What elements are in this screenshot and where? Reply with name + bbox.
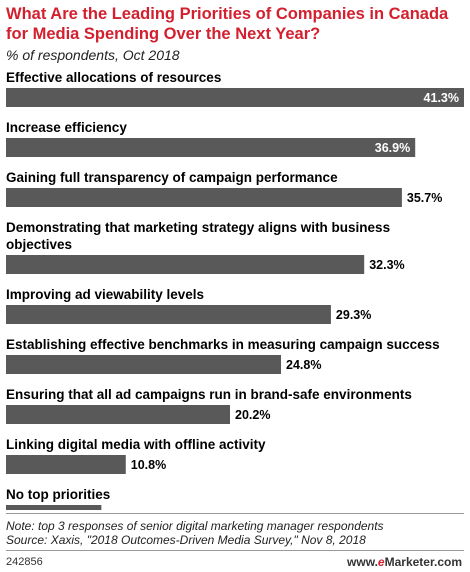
category-label-line: Demonstrating that marketing strategy al… xyxy=(6,220,390,235)
value-label: 24.8% xyxy=(286,358,321,372)
value-label: 10.8% xyxy=(131,458,166,472)
brand-e: e xyxy=(377,555,385,569)
category-label-line: No top priorities xyxy=(6,487,110,502)
category-label-line: Improving ad viewability levels xyxy=(6,287,204,302)
bar xyxy=(6,138,416,157)
notes-divider xyxy=(6,513,464,514)
bar xyxy=(6,305,331,324)
category-label-line: Establishing effective benchmarks in mea… xyxy=(6,337,440,352)
bar xyxy=(6,188,402,207)
value-label: 32.3% xyxy=(369,258,404,272)
chart-subtitle: % of respondents, Oct 2018 xyxy=(6,47,180,63)
value-label: 35.7% xyxy=(407,191,442,205)
category-label-line: Linking digital media with offline activ… xyxy=(6,437,266,452)
bar xyxy=(6,405,231,424)
chart-id: 242856 xyxy=(6,556,43,568)
value-label: 36.9% xyxy=(375,141,410,155)
value-label: 41.3% xyxy=(424,91,459,105)
bar xyxy=(6,255,365,274)
category-label: Demonstrating that marketing strategy al… xyxy=(6,220,390,252)
category-label-line: Increase efficiency xyxy=(6,120,127,135)
bar xyxy=(6,88,464,107)
source-text: Source: Xaxis, "2018 Outcomes-Driven Med… xyxy=(6,533,366,547)
category-label: Improving ad viewability levels xyxy=(6,287,204,302)
bar xyxy=(6,505,102,510)
brand-suffix: .com xyxy=(433,555,462,569)
brand-logo: www.eMarketer.com xyxy=(347,555,462,569)
chart-notes: Note: top 3 responses of senior digital … xyxy=(6,519,384,547)
category-label-line: Effective allocations of resources xyxy=(6,70,221,85)
chart-title: What Are the Leading Priorities of Compa… xyxy=(6,5,449,43)
value-label: 20.2% xyxy=(235,408,270,422)
category-label: Increase efficiency xyxy=(6,120,127,135)
category-label-line: objectives xyxy=(6,237,72,252)
brand-prefix: www. xyxy=(347,555,378,569)
footer-divider xyxy=(6,550,464,551)
category-label-line: Ensuring that all ad campaigns run in br… xyxy=(6,387,412,402)
category-label: No top priorities xyxy=(6,487,110,502)
value-label: 29.3% xyxy=(336,308,371,322)
category-label: Ensuring that all ad campaigns run in br… xyxy=(6,387,412,402)
category-label: Linking digital media with offline activ… xyxy=(6,437,266,452)
bar xyxy=(6,355,282,374)
category-label: Gaining full transparency of campaign pe… xyxy=(6,170,338,185)
category-label: Establishing effective benchmarks in mea… xyxy=(6,337,440,352)
value-label: 8.6% xyxy=(106,508,134,510)
bar-chart: Effective allocations of resources 41.3% I… xyxy=(6,70,464,510)
category-label-line: Gaining full transparency of campaign pe… xyxy=(6,170,338,185)
category-label: Effective allocations of resources xyxy=(6,70,221,85)
brand-name: Marketer xyxy=(384,555,434,569)
bar xyxy=(6,455,126,474)
note-text: Note: top 3 responses of senior digital … xyxy=(6,519,384,533)
